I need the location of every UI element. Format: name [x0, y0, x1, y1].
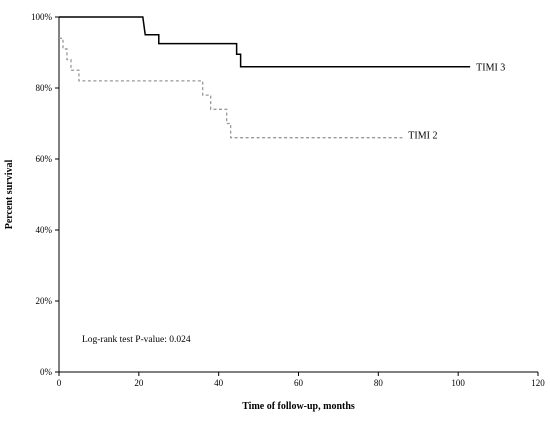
x-tick-label: 0 — [57, 378, 62, 388]
x-tick-label: 100 — [451, 378, 465, 388]
x-axis-title: Time of follow-up, months — [242, 401, 355, 412]
log-rank-annotation: Log-rank test P-value: 0.024 — [82, 335, 191, 345]
y-tick-label: 60% — [36, 154, 53, 164]
y-tick-label: 100% — [31, 12, 53, 22]
y-ticks: 0% 20% 40% 60% 80% 100% — [31, 12, 59, 377]
y-axis-title: Percent survival — [4, 160, 15, 230]
x-ticks: 0 20 40 60 80 100 120 — [57, 372, 545, 388]
series-label-timi-2: TIMI 2 — [408, 131, 437, 142]
y-tick-label: 40% — [36, 225, 53, 235]
y-tick-label: 0% — [40, 367, 53, 377]
x-tick-label: 60 — [294, 378, 304, 388]
x-tick-label: 80 — [374, 378, 384, 388]
axes: 0 20 40 60 80 100 120 0% 20% 40% 60% 80% 100% — [31, 12, 545, 388]
label-layer: TIMI 3 TIMI 2 Log-rank test P-value: 0.024 — [82, 63, 505, 345]
series-label-timi-3: TIMI 3 — [476, 63, 505, 74]
y-tick-label: 80% — [36, 83, 53, 93]
x-tick-label: 20 — [134, 378, 144, 388]
series-line-timi-2 — [59, 37, 403, 139]
x-tick-label: 120 — [531, 378, 545, 388]
series-line-timi-3 — [59, 16, 471, 68]
series-layer — [59, 16, 471, 139]
y-tick-label: 20% — [36, 296, 53, 306]
x-tick-label: 40 — [214, 378, 224, 388]
